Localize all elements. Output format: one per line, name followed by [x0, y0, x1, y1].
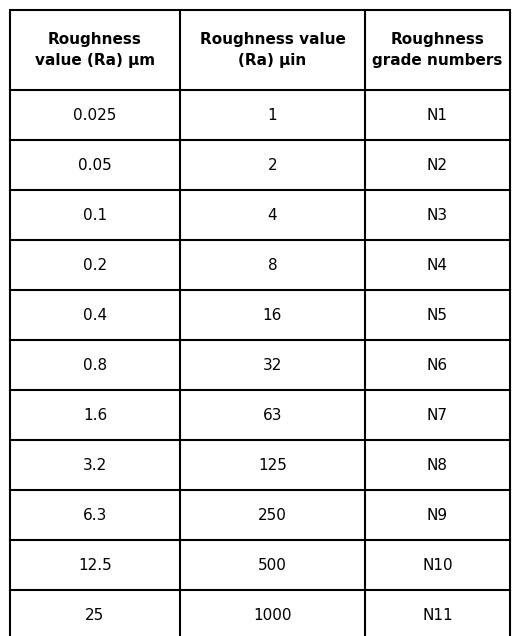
Text: N11: N11 — [422, 607, 453, 623]
Text: N10: N10 — [422, 558, 453, 572]
Text: 500: 500 — [258, 558, 287, 572]
Text: N8: N8 — [427, 457, 448, 473]
Text: 63: 63 — [263, 408, 282, 422]
Text: 1000: 1000 — [253, 607, 292, 623]
Text: 0.05: 0.05 — [78, 158, 112, 172]
Text: 125: 125 — [258, 457, 287, 473]
Text: N3: N3 — [427, 207, 448, 223]
Text: 4: 4 — [268, 207, 277, 223]
Text: 1: 1 — [268, 107, 277, 123]
Text: 1.6: 1.6 — [83, 408, 107, 422]
Text: N6: N6 — [427, 357, 448, 373]
Text: Roughness
value (Ra) μm: Roughness value (Ra) μm — [35, 32, 155, 68]
Text: N4: N4 — [427, 258, 448, 272]
Text: 0.8: 0.8 — [83, 357, 107, 373]
Text: N5: N5 — [427, 307, 448, 322]
Text: 3.2: 3.2 — [83, 457, 107, 473]
Text: 2: 2 — [268, 158, 277, 172]
Text: N9: N9 — [427, 508, 448, 523]
Text: 0.1: 0.1 — [83, 207, 107, 223]
Text: 6.3: 6.3 — [83, 508, 107, 523]
Text: 16: 16 — [263, 307, 282, 322]
Text: 25: 25 — [85, 607, 105, 623]
Text: 250: 250 — [258, 508, 287, 523]
Text: 8: 8 — [268, 258, 277, 272]
Text: 32: 32 — [263, 357, 282, 373]
Text: N1: N1 — [427, 107, 448, 123]
Text: Roughness value
(Ra) μin: Roughness value (Ra) μin — [200, 32, 345, 68]
Text: 0.025: 0.025 — [73, 107, 116, 123]
Text: 0.2: 0.2 — [83, 258, 107, 272]
Text: 0.4: 0.4 — [83, 307, 107, 322]
Text: 12.5: 12.5 — [78, 558, 112, 572]
Text: N7: N7 — [427, 408, 448, 422]
Text: Roughness
grade numbers: Roughness grade numbers — [372, 32, 503, 68]
Text: N2: N2 — [427, 158, 448, 172]
